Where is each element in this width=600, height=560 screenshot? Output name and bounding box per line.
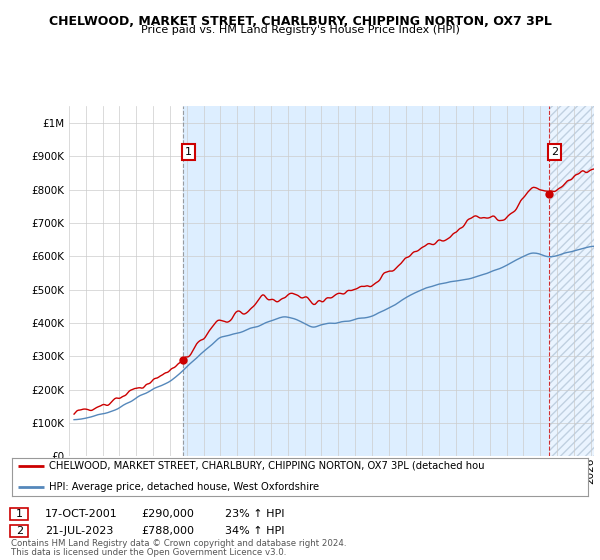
Text: This data is licensed under the Open Government Licence v3.0.: This data is licensed under the Open Gov… [11, 548, 286, 557]
Text: CHELWOOD, MARKET STREET, CHARLBURY, CHIPPING NORTON, OX7 3PL (detached hou: CHELWOOD, MARKET STREET, CHARLBURY, CHIP… [49, 461, 485, 471]
Text: Price paid vs. HM Land Registry's House Price Index (HPI): Price paid vs. HM Land Registry's House … [140, 25, 460, 35]
Text: £788,000: £788,000 [141, 526, 194, 536]
Text: CHELWOOD, MARKET STREET, CHARLBURY, CHIPPING NORTON, OX7 3PL: CHELWOOD, MARKET STREET, CHARLBURY, CHIP… [49, 15, 551, 27]
Text: 2: 2 [551, 147, 558, 157]
Bar [550, 106, 594, 456]
Text: 17-OCT-2001: 17-OCT-2001 [45, 509, 118, 519]
Text: £290,000: £290,000 [141, 509, 194, 519]
Text: 21-JUL-2023: 21-JUL-2023 [45, 526, 113, 536]
Bar [550, 106, 594, 456]
Text: Contains HM Land Registry data © Crown copyright and database right 2024.: Contains HM Land Registry data © Crown c… [11, 539, 346, 548]
Text: HPI: Average price, detached house, West Oxfordshire: HPI: Average price, detached house, West… [49, 482, 320, 492]
Text: 2: 2 [16, 526, 23, 536]
Text: 1: 1 [185, 147, 192, 157]
Text: 23% ↑ HPI: 23% ↑ HPI [225, 509, 284, 519]
Text: 1: 1 [16, 509, 23, 519]
Bar [184, 106, 550, 456]
Text: 34% ↑ HPI: 34% ↑ HPI [225, 526, 284, 536]
Bar [550, 106, 594, 456]
